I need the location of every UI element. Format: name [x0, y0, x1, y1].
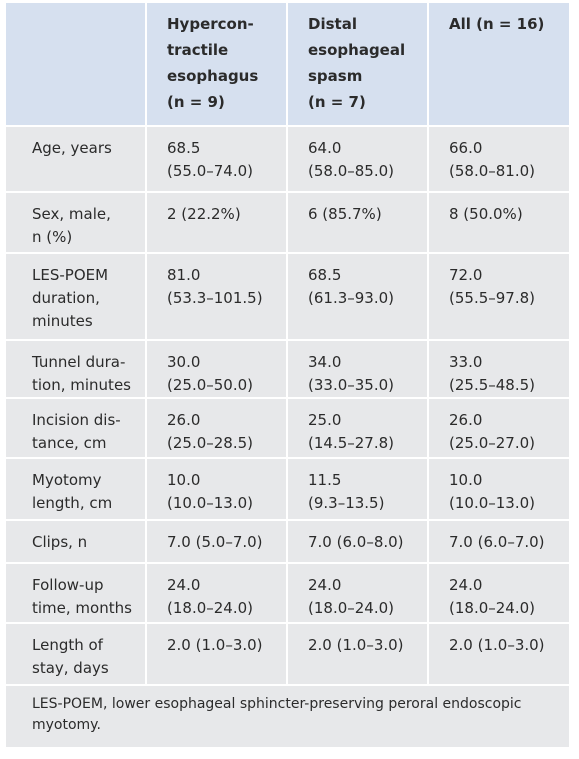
cell-distal-spasm: 24.0 (18.0–24.0)	[287, 563, 429, 623]
cell-distal-spasm: 34.0 (33.0–35.0)	[287, 340, 429, 398]
results-table: Hypercon-tractile esophagus (n = 9) Distal…	[6, 3, 569, 686]
row-label: Age, years	[6, 126, 147, 192]
cell-all: 72.0 (55.5–97.8)	[449, 266, 536, 307]
table-row: Incision dis-tance, cm 26.0 (25.0–28.5) 25.…	[6, 398, 569, 458]
row-label: Length of stay, days	[6, 623, 147, 685]
table-row: Clips, n 7.0 (5.0–7.0) 7.0 (6.0–8.0) 7.0 (6…	[6, 520, 569, 563]
row-label: Tunnel dura-tion, minutes	[6, 340, 147, 398]
cell-distal-spasm: 64.0 (58.0–85.0)	[287, 126, 429, 192]
row-label: Clips, n	[6, 520, 147, 563]
cell-hypercontractile: 2.0 (1.0–3.0)	[146, 623, 288, 685]
cell-hypercontractile: 10.0 (10.0–13.0)	[146, 458, 288, 520]
cell-hypercontractile: 30.0 (25.0–50.0)	[146, 340, 288, 398]
cell-hypercontractile: 81.0 (53.3–101.5)	[146, 253, 288, 340]
table-row: Tunnel dura-tion, minutes 30.0 (25.0–50.0)…	[6, 340, 569, 398]
cell-all: 10.0 (10.0–13.0)	[449, 471, 536, 512]
row-label: Sex, male, n (%)	[6, 192, 147, 253]
cell-all: 26.0 (25.0–27.0)	[449, 411, 536, 452]
cell-all: 66.0 (58.0–81.0)	[449, 139, 536, 180]
table-body: Age, years 68.5 (55.0–74.0) 64.0 (58.0–85.0)…	[6, 126, 569, 685]
row-label: LES-POEM duration, minutes	[6, 253, 147, 340]
table-row: Follow-up time, months 24.0 (18.0–24.0) 24.0…	[6, 563, 569, 623]
cell-distal-spasm: 2.0 (1.0–3.0)	[287, 623, 429, 685]
table-row: Myotomy length, cm 10.0 (10.0–13.0) 11.5 (9.3…	[6, 458, 569, 520]
cell-distal-spasm: 7.0 (6.0–8.0)	[287, 520, 429, 563]
header-cell-distal-spasm: Distal esophageal spasm (n = 7)	[287, 3, 429, 126]
cell-hypercontractile: 26.0 (25.0–28.5)	[146, 398, 288, 458]
header-cell-all: All (n = 16)	[428, 3, 569, 126]
header-cell-empty	[6, 3, 147, 126]
cell-distal-spasm: 6 (85.7%)	[287, 192, 429, 253]
row-label: Incision dis-tance, cm	[6, 398, 147, 458]
row-label: Myotomy length, cm	[6, 458, 147, 520]
cell-all: 24.0 (18.0–24.0)	[449, 576, 536, 617]
table-row: Sex, male, n (%) 2 (22.2%) 6 (85.7%) 8 (50.0…	[6, 192, 569, 253]
table-footnote: LES-POEM, lower esophageal sphincter-pre…	[32, 696, 522, 733]
row-label: Follow-up time, months	[6, 563, 147, 623]
cell-hypercontractile: 24.0 (18.0–24.0)	[146, 563, 288, 623]
cell-distal-spasm: 11.5 (9.3–13.5)	[287, 458, 429, 520]
cell-hypercontractile: 2 (22.2%)	[146, 192, 288, 253]
table-row: Age, years 68.5 (55.0–74.0) 64.0 (58.0–85.0)…	[6, 126, 569, 192]
cell-all: 7.0 (6.0–7.0)	[449, 533, 545, 551]
cell-all: 8 (50.0%)	[449, 205, 523, 223]
cell-distal-spasm: 68.5 (61.3–93.0)	[287, 253, 429, 340]
table-row: Length of stay, days 2.0 (1.0–3.0) 2.0 (1.0…	[6, 623, 569, 685]
cell-all: 33.0 (25.5–48.5)	[449, 353, 536, 394]
table-header: Hypercon-tractile esophagus (n = 9) Distal…	[6, 3, 569, 126]
header-row: Hypercon-tractile esophagus (n = 9) Distal…	[6, 3, 569, 126]
cell-hypercontractile: 7.0 (5.0–7.0)	[146, 520, 288, 563]
cell-all: 2.0 (1.0–3.0)	[449, 636, 545, 654]
results-table-panel: Hypercon-tractile esophagus (n = 9) Distal…	[6, 3, 569, 747]
cell-distal-spasm: 25.0 (14.5–27.8)	[287, 398, 429, 458]
header-cell-hypercontractile: Hypercon-tractile esophagus (n = 9)	[146, 3, 288, 126]
cell-hypercontractile: 68.5 (55.0–74.0)	[146, 126, 288, 192]
table-row: LES-POEM duration, minutes 81.0 (53.3–101.5)…	[6, 253, 569, 340]
